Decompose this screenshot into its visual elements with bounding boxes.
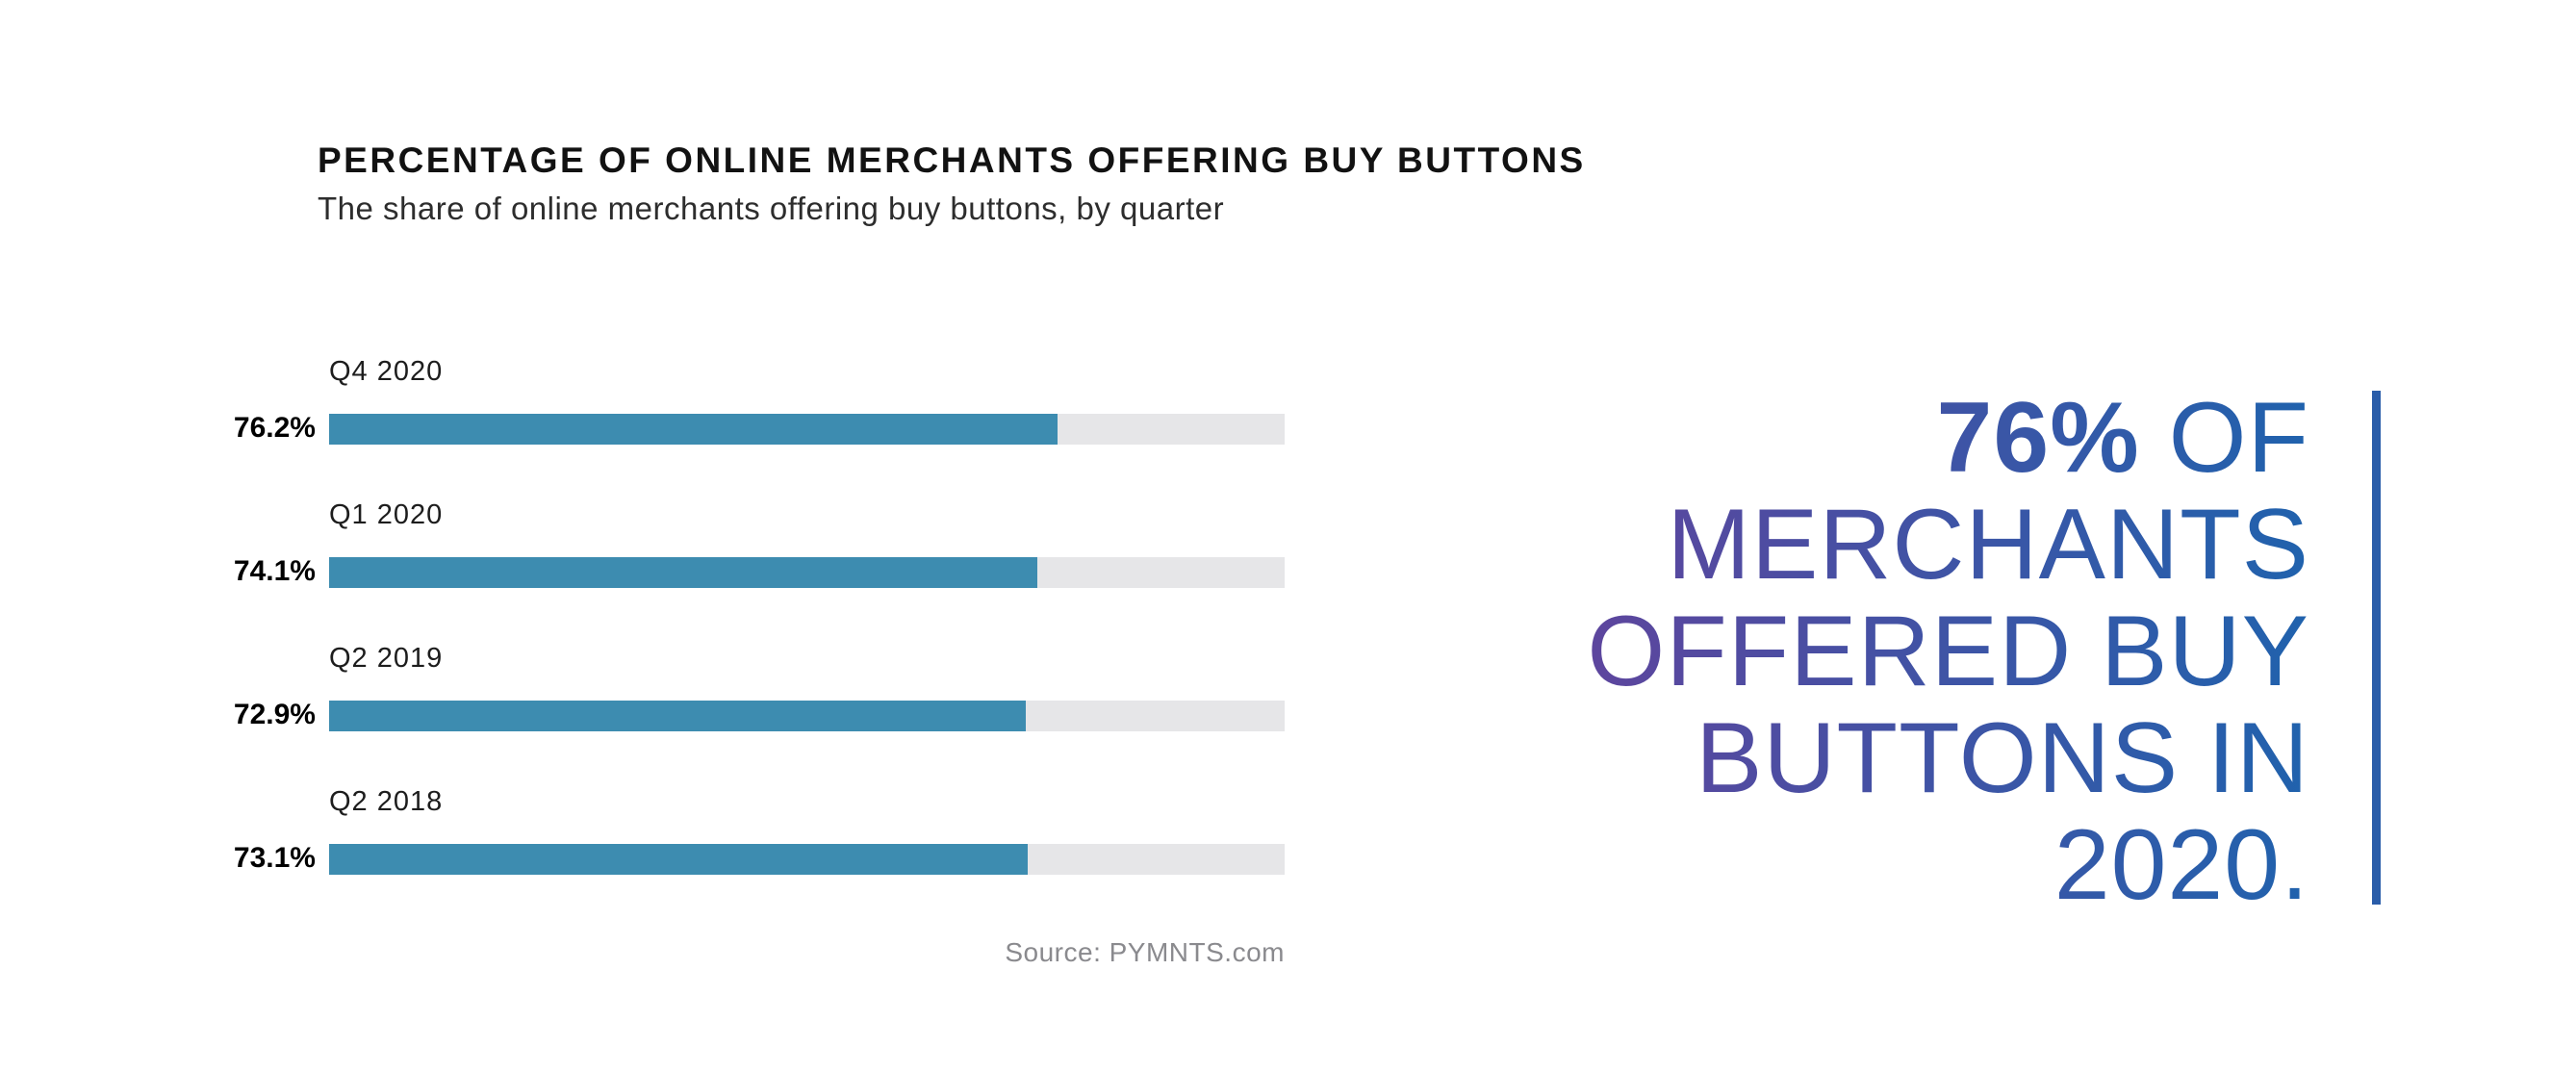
category-label: Q2 2019: [329, 643, 444, 674]
value-label: 72.9%: [233, 699, 316, 730]
callout-line: MERCHANTS: [1667, 489, 2309, 600]
category-label: Q4 2020: [329, 356, 444, 387]
category-label: Q2 2018: [329, 786, 444, 817]
chart-subtitle: The share of online merchants offering b…: [318, 191, 1225, 226]
chart-title: PERCENTAGE OF ONLINE MERCHANTS OFFERING …: [318, 140, 1586, 180]
value-label: 74.1%: [233, 555, 316, 587]
bar-track: [329, 844, 1285, 875]
bar-fill: [329, 701, 1026, 731]
vertical-rule: [2372, 391, 2381, 905]
callout-text: 76% OF MERCHANTS OFFERED BUY BUTTONS IN 2020…: [1424, 385, 2309, 919]
bar-row: Q4 2020 76.2%: [202, 356, 1299, 452]
callout-line: 2020.: [2053, 809, 2309, 921]
bar-row: Q2 2019 72.9%: [202, 643, 1299, 739]
bar-fill: [329, 557, 1037, 588]
bar-track: [329, 701, 1285, 731]
callout-line: 76% OF: [1936, 382, 2309, 494]
source-note: Source: PYMNTS.com: [1005, 937, 1285, 967]
callout-line: OFFERED BUY: [1587, 596, 2309, 707]
callout-line: BUTTONS IN: [1696, 702, 2309, 814]
bar-row: Q2 2018 73.1%: [202, 786, 1299, 882]
bar-fill: [329, 844, 1028, 875]
bar-row: Q1 2020 74.1%: [202, 499, 1299, 596]
value-label: 73.1%: [233, 842, 316, 874]
callout-highlight: 76%: [1936, 382, 2140, 494]
bar-track: [329, 557, 1285, 588]
bar-fill: [329, 414, 1058, 445]
category-label: Q1 2020: [329, 499, 444, 530]
value-label: 76.2%: [233, 412, 316, 444]
bar-track: [329, 414, 1285, 445]
